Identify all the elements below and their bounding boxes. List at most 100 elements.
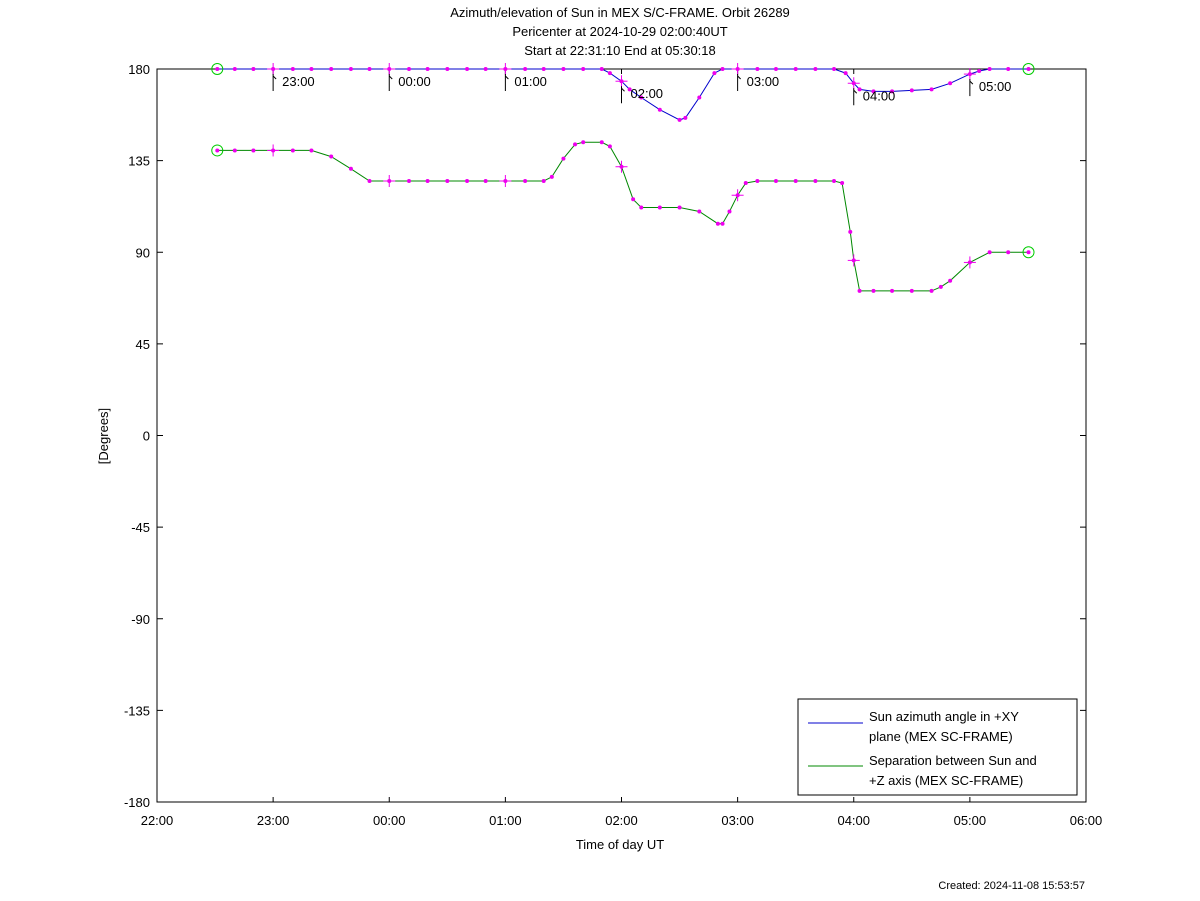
y-tick-label: 180 (128, 62, 150, 77)
data-point (909, 288, 914, 293)
hour-annotation-label: 02:00 (631, 86, 664, 101)
hour-annotation: 05:00 (969, 79, 1012, 97)
data-point (329, 154, 334, 159)
data-point (813, 67, 818, 71)
data-point (607, 71, 612, 76)
x-tick-label: 05:00 (954, 813, 987, 828)
data-point (793, 178, 798, 183)
y-tick-label: -135 (124, 703, 150, 718)
data-point (832, 67, 837, 71)
legend-box (797, 698, 1078, 796)
data-point (367, 67, 372, 71)
x-axis-label: Time of day UT (576, 837, 664, 852)
legend-entry-azimuth-line-2: plane (MEX SC-FRAME) (869, 729, 1013, 744)
legend-entry-separation-line-2: +Z axis (MEX SC-FRAME) (869, 773, 1023, 788)
data-point (840, 181, 845, 186)
data-point (929, 87, 934, 92)
data-point (948, 81, 953, 86)
hour-annotation: 03:00 (737, 74, 780, 91)
data-point (631, 197, 636, 202)
data-point (793, 67, 798, 71)
x-tick-label: 06:00 (1070, 813, 1103, 828)
data-point (755, 178, 760, 183)
data-point (727, 209, 732, 214)
endpoint-marker (1022, 63, 1035, 75)
data-point (871, 89, 876, 94)
data-point (465, 178, 470, 183)
hour-annotation-hook (272, 75, 277, 80)
data-point (677, 117, 682, 122)
data-point (813, 178, 818, 183)
data-point (483, 67, 488, 71)
data-point (929, 288, 934, 293)
data-point (755, 67, 760, 71)
hour-annotation: 01:00 (504, 74, 547, 91)
data-point (251, 148, 256, 153)
title-line-1: Azimuth/elevation of Sun in MEX S/C-FRAM… (450, 5, 790, 20)
data-point (639, 205, 644, 210)
data-point (1006, 67, 1011, 71)
data-point (215, 67, 220, 71)
data-point (599, 67, 604, 71)
x-axis: 22:00 23:00 00:00 01:00 02:00 03:00 04:00 05:00… (141, 69, 1103, 828)
endpoint-marker (1022, 246, 1035, 259)
data-point (909, 88, 914, 93)
series-layer (211, 63, 1035, 293)
data-point (541, 67, 546, 71)
created-timestamp: Created: 2024-11-08 15:53:57 (938, 880, 1085, 892)
data-point (938, 284, 943, 289)
hour-annotation-label: 01:00 (514, 74, 547, 89)
data-point (1026, 250, 1031, 255)
legend-entry-azimuth-line-1: Sun azimuth angle in +XY (869, 709, 1019, 724)
y-axis-label: [Degrees] (96, 408, 111, 464)
data-point (549, 174, 554, 179)
data-point (406, 178, 411, 183)
hour-annotation-hook (737, 75, 741, 80)
data-point (523, 67, 528, 71)
series-line (217, 141, 1029, 292)
hour-annotation-label: 03:00 (747, 74, 780, 89)
data-point (541, 178, 546, 183)
data-point (406, 67, 411, 71)
data-point (743, 181, 748, 186)
data-point (251, 67, 256, 71)
hour-annotation-label: 05:00 (979, 79, 1012, 94)
data-point (720, 67, 725, 71)
x-tick-label: 01:00 (489, 813, 522, 828)
data-point (1026, 67, 1031, 71)
data-point (683, 115, 688, 120)
data-point (561, 156, 566, 161)
y-axis: 180 135 90 45 0 -45 -90 -135 -180 (124, 62, 1086, 810)
data-point (483, 178, 488, 183)
y-tick-label: -180 (124, 795, 150, 810)
hour-marker-layer: 23:00 00:00 01:00 02:00 03:00 04:00 05:00 (272, 74, 1012, 106)
data-point (581, 67, 586, 71)
data-point (712, 71, 717, 76)
endpoint-marker (211, 63, 224, 75)
x-tick-label: 23:00 (257, 813, 290, 828)
hour-annotation-hook (388, 75, 393, 80)
endpoint-marker (211, 144, 224, 157)
data-point (561, 67, 566, 71)
data-point (465, 67, 470, 71)
data-point (843, 71, 848, 76)
hour-annotation: 00:00 (388, 74, 431, 91)
hour-annotation-hook (505, 75, 509, 80)
hour-annotation-hook (853, 89, 858, 94)
x-tick-label: 04:00 (837, 813, 870, 828)
data-point (832, 178, 837, 183)
data-point (599, 140, 604, 145)
data-point (848, 229, 853, 234)
data-point (607, 144, 612, 149)
x-tick-label: 00:00 (373, 813, 406, 828)
data-point (697, 95, 702, 100)
data-point (677, 205, 682, 210)
data-point (627, 87, 632, 92)
series-line (217, 68, 1029, 121)
hour-annotation-label: 04:00 (863, 88, 896, 103)
hour-annotation: 02:00 (621, 86, 664, 104)
data-point (977, 69, 982, 74)
hour-annotation-label: 00:00 (398, 74, 431, 89)
data-point (857, 87, 862, 92)
